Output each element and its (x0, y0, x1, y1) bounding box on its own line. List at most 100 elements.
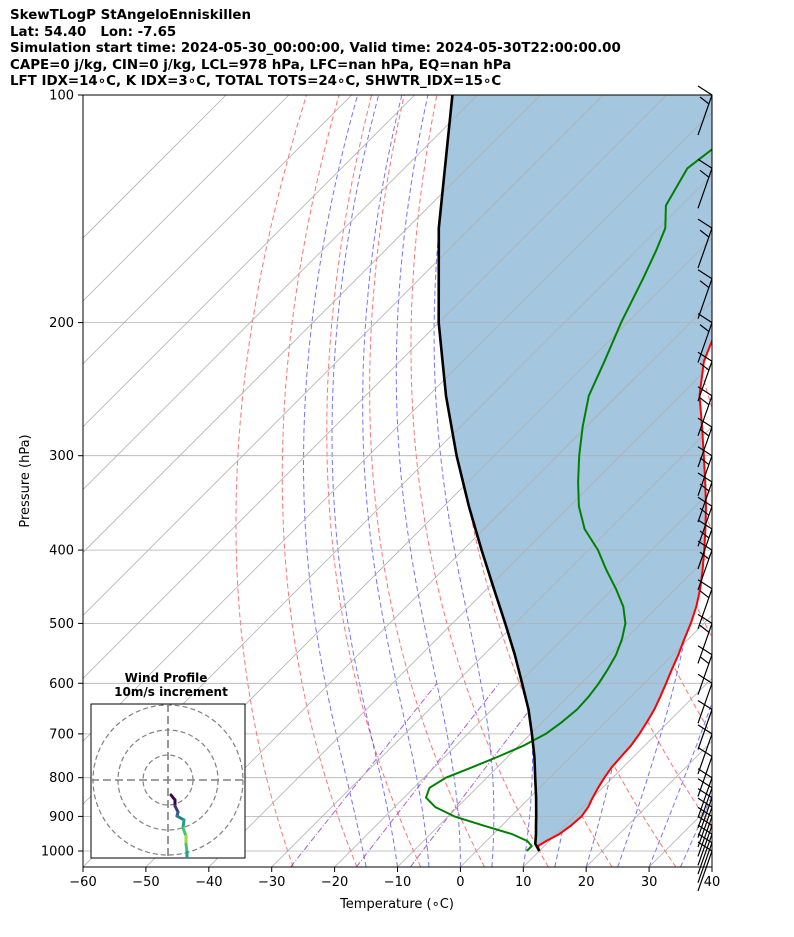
barb-staff (697, 455, 713, 496)
isotherm (83, 95, 353, 365)
time-line: Simulation start time: 2024-05-30_00:00:… (10, 41, 621, 56)
wind-barb (697, 788, 713, 838)
moist-adiabat (617, 95, 701, 867)
y-tick-label: 300 (49, 449, 74, 464)
barb-flag (699, 457, 710, 466)
dry-adiabat (235, 95, 307, 867)
barb-staff (697, 322, 713, 363)
wind-barb (697, 351, 713, 402)
barb-flag (697, 778, 713, 789)
barb-flag (697, 673, 713, 684)
wind-barb (697, 85, 713, 136)
cape-area (438, 95, 712, 851)
barb-flag (697, 417, 713, 428)
barb-staff (697, 94, 713, 136)
mixing-ratio-line (290, 682, 438, 867)
wind-barb (697, 417, 713, 468)
wind-barb (697, 768, 713, 818)
barb-flag (699, 96, 710, 105)
barb-flag (697, 540, 713, 551)
dry-adiabat (281, 95, 358, 867)
dry-adiabat (763, 95, 794, 867)
moist-adiabat (395, 95, 461, 867)
y-tick-label: 400 (49, 544, 74, 559)
wind-barb (697, 645, 713, 695)
barb-staff (697, 806, 713, 848)
isotherm (83, 111, 712, 742)
barb-staff (697, 797, 713, 838)
isotherm (83, 95, 227, 239)
barb-flag (697, 815, 713, 826)
barb-flag (697, 746, 713, 758)
wind-barb (697, 778, 713, 828)
isotherm (397, 551, 712, 867)
barb-flag (697, 313, 713, 324)
y-tick-label: 1000 (41, 845, 74, 860)
grid (83, 95, 712, 867)
wind-barb (697, 496, 713, 547)
wind-barb (697, 269, 713, 319)
y-tick-label: 500 (49, 617, 74, 632)
barb-flag (697, 269, 713, 280)
barb-staff (697, 361, 713, 402)
wind-barb (697, 806, 713, 857)
barb-flag (697, 833, 713, 844)
x-tick-label: −10 (384, 875, 411, 890)
isotherm (83, 95, 478, 491)
parcel-line (437, 95, 541, 852)
cape-shading (438, 95, 712, 851)
barb-flag (699, 590, 710, 599)
barb-staff (697, 168, 713, 209)
hodograph-inset: Wind Profile 10m/s increment (90, 671, 246, 859)
wind-barb (697, 313, 713, 363)
isotherm (83, 95, 667, 679)
barb-flag (699, 362, 710, 371)
barb-flag (697, 788, 713, 799)
isotherm (83, 95, 290, 302)
wind-barb (697, 724, 713, 775)
barb-staff (697, 426, 713, 468)
barb-staff (697, 733, 713, 775)
barb-flag (699, 530, 710, 539)
isotherm (334, 489, 712, 867)
barb-flag (699, 624, 710, 633)
barb-flag (699, 507, 710, 516)
barb-staff (697, 816, 713, 857)
wind-barb (697, 519, 713, 570)
wind-barb (697, 797, 713, 848)
profiles (425, 95, 712, 852)
barb-flag (699, 428, 710, 437)
isotherm (145, 300, 712, 867)
barb-staff (697, 683, 713, 724)
moist-adiabat (648, 701, 712, 867)
barb-flag (697, 724, 713, 735)
temperature-line (537, 338, 712, 852)
barb-flag (697, 472, 713, 483)
axes: −60 −50 −40 −30 −20 −10 0 10 20 30 40 100 200 300 400 5… (41, 89, 720, 891)
barb-flag (697, 699, 713, 711)
barb-flag (697, 841, 713, 852)
wind-barb (697, 699, 713, 750)
barb-flag (697, 446, 713, 457)
isotherm (523, 677, 712, 867)
x-tick-label: 20 (578, 875, 595, 890)
x-tick-label: 30 (641, 875, 658, 890)
mixing-ratio-line (355, 682, 500, 867)
barb-staff (697, 588, 713, 629)
hodograph-subtitle: 10m/s increment (114, 685, 228, 699)
isotherm (460, 614, 712, 867)
y-tick-label: 100 (49, 89, 74, 104)
barb-flag (699, 229, 710, 238)
barb-flag (697, 645, 713, 656)
barb-flag (697, 519, 713, 530)
barb-flag (699, 324, 710, 333)
wind-barb (697, 446, 713, 496)
stability-line: CAPE=0 j/kg, CIN=0 j/kg, LCL=978 hPa, LF… (10, 57, 512, 73)
wind-barb (697, 540, 713, 591)
isotherm (83, 95, 541, 554)
barb-flag (697, 218, 713, 229)
dry-adiabat (410, 95, 549, 867)
barb-flag (697, 613, 713, 624)
x-tick-label: 10 (515, 875, 532, 890)
x-tick-label: −60 (69, 875, 96, 890)
